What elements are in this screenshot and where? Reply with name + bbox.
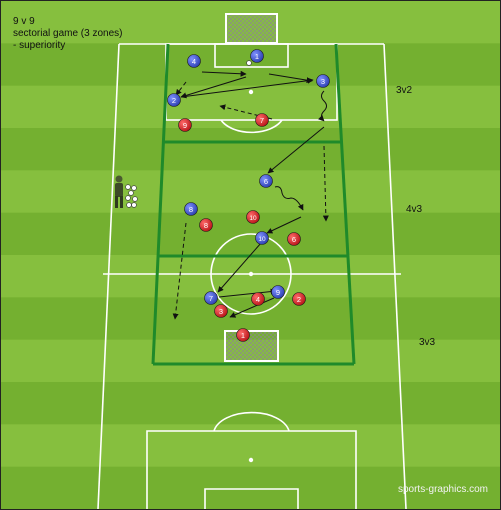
red-player-marker [251,292,265,306]
red-player-marker [292,292,306,306]
blue-player-number: 2 [172,96,176,105]
blue-player-marker [187,54,201,68]
blue-player-marker [167,93,181,107]
caption-title: 9 v 9 [13,16,35,27]
coach [115,175,123,208]
blue-player-number: 1 [255,52,259,61]
blue-player-marker [204,291,218,305]
blue-player-marker [250,49,264,63]
grass-stripe [1,466,500,509]
red-player-8: 8 [199,218,213,232]
red-player-2: 2 [292,292,306,306]
zone-lines [151,43,356,366]
red-player-7: 7 [255,113,269,127]
red-player-marker [255,113,269,127]
blue-player-marker [255,231,269,245]
red-player-number: 6 [292,235,296,244]
blue-player-2: 2 [167,93,181,107]
blue-player-marker [259,174,273,188]
ball [246,60,252,66]
red-player-marker [246,210,260,224]
red-player-marker [214,304,228,318]
blue-player-marker [316,74,330,88]
blue-player-number: 10 [258,236,266,243]
center-spot [248,271,254,277]
blue-player-6: 6 [259,174,273,188]
grass-stripe [1,128,500,172]
penalty-spot-bottom [248,457,254,463]
blue-team: 1 4 2 3 6 8 10 7 9 [167,49,330,305]
red-player-marker [178,118,192,132]
blue-player-number: 8 [189,205,193,214]
grass-stripe [1,382,500,426]
red-team: 9 7 8 10 6 3 4 2 1 [178,113,306,342]
red-player-9: 9 [178,118,192,132]
blue-player-8: 8 [184,202,198,216]
goal-top [225,13,278,44]
red-player-marker [199,218,213,232]
red-player-10: 10 [246,210,260,224]
goal-mini [224,330,279,362]
caption-line-3: - superiority [13,40,66,51]
zone-label-bottom: 3v3 [419,337,436,348]
caption-line-2: sectorial game (3 zones) [13,28,123,39]
red-player-number: 9 [183,121,187,130]
ball-pile [125,184,138,208]
red-player-3: 3 [214,304,228,318]
red-player-number: 8 [204,221,208,230]
zone-label-top: 3v2 [396,85,413,96]
blue-player-marker [184,202,198,216]
red-player-number: 2 [297,295,301,304]
blue-player-1: 1 [250,49,264,63]
blue-player-number: 4 [192,57,196,66]
blue-player-number: 3 [321,77,325,86]
red-player-1: 1 [236,328,250,342]
red-player-number: 3 [219,307,223,316]
penalty-spot-top [248,89,254,95]
red-player-marker [287,232,301,246]
red-player-number: 7 [260,116,264,125]
caption: 9 v 9 sectorial game (3 zones) - superio… [13,16,123,52]
blue-player-marker [271,285,285,299]
blue-player-4: 4 [187,54,201,68]
zone-label-middle: 4v3 [406,204,423,215]
blue-player-9: 9 [271,285,285,299]
blue-player-10: 10 [255,231,269,245]
red-player-4: 4 [251,292,265,306]
blue-player-number: 6 [264,177,268,186]
blue-player-number: 9 [276,288,280,297]
red-player-number: 10 [249,215,257,222]
red-player-number: 1 [241,331,245,340]
red-player-marker [236,328,250,342]
blue-player-3: 3 [316,74,330,88]
grass-stripe [1,170,500,214]
blue-player-number: 7 [209,294,213,303]
blue-player-7: 7 [204,291,218,305]
red-player-number: 4 [256,295,260,304]
watermark: sports-graphics.com [397,484,488,495]
grass-stripe [1,255,500,299]
red-player-6: 6 [287,232,301,246]
